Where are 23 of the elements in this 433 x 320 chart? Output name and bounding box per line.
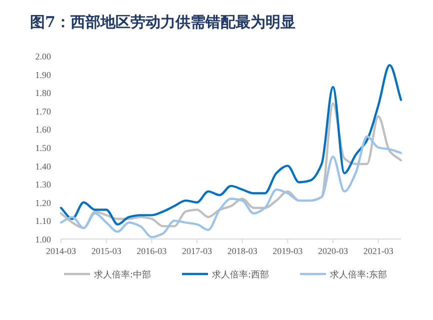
- y-tick-label: 1.70: [35, 106, 52, 116]
- x-tick-label: 2016-03: [136, 246, 168, 256]
- y-tick-label: 1.60: [35, 124, 52, 135]
- y-tick-label: 1.50: [35, 143, 52, 153]
- x-tick-label: 2020-03: [318, 246, 348, 256]
- y-tick-label: 1.90: [35, 70, 52, 80]
- x-tick-label: 2021-03: [363, 246, 394, 256]
- y-tick-label: 1.80: [35, 88, 52, 98]
- legend-label: 求人倍率:西部: [212, 270, 270, 280]
- y-tick-label: 1.40: [35, 161, 52, 172]
- y-tick-label: 1.20: [35, 198, 52, 208]
- y-tick-label: 1.30: [35, 180, 52, 190]
- y-tick-label: 2.00: [35, 52, 52, 62]
- legend-label: 求人倍率:中部: [94, 270, 152, 280]
- x-tick-label: 2015-03: [91, 246, 122, 256]
- x-tick-label: 2018-03: [227, 246, 258, 256]
- legend-label: 求人倍率:东部: [330, 270, 388, 280]
- x-tick-label: 2019-03: [272, 246, 304, 256]
- chart-title: 图7：西部地区劳动力供需错配最为明显: [30, 13, 296, 31]
- x-tick-label: 2017-03: [182, 246, 212, 256]
- x-tick-label: 2014-03: [46, 246, 76, 256]
- y-tick-label: 1.00: [35, 234, 52, 244]
- y-tick-label: 1.10: [35, 216, 52, 226]
